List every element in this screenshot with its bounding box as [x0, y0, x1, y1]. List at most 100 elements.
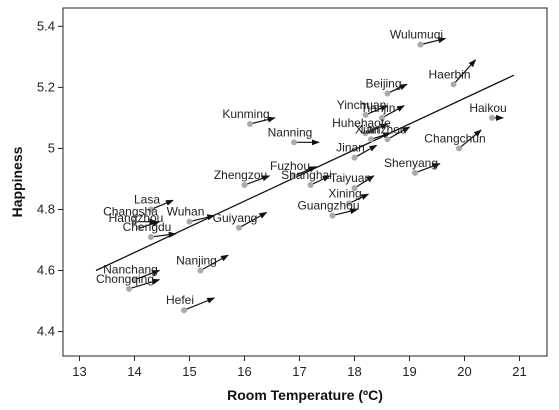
arrow-shenyang [414, 163, 441, 174]
point-kunming [247, 121, 253, 127]
point-shanghai [307, 182, 314, 189]
label-nanning: Nanning [268, 125, 313, 139]
y-tick-label: 4.4 [37, 324, 55, 339]
arrow-chongqing [128, 278, 161, 290]
label-yinchuan: Yinchuan [337, 98, 387, 112]
x-axis-title: Room Temperature (ºC) [227, 387, 383, 403]
arrow-hefei [183, 297, 216, 311]
point-wuhan [186, 218, 193, 225]
label-guiyang: Guiyang [213, 211, 258, 225]
arrow-yinchuan [365, 105, 389, 116]
trend-line [95, 74, 515, 272]
point-tianjin [379, 114, 385, 121]
point-xining [346, 200, 352, 207]
y-tick-label: 5 [48, 140, 55, 155]
point-nanchang [131, 276, 138, 283]
label-lasa: Lasa [134, 192, 160, 206]
point-xian [368, 136, 374, 143]
arrow-changchun [458, 129, 482, 149]
arrow-beijing [387, 83, 408, 95]
arrow-haerbin [453, 59, 477, 85]
data-marks: Wulumuqi Haerbin Beijing Kunming YinchuanTia… [95, 28, 515, 314]
x-tick-label: 21 [512, 364, 526, 379]
label-chongqing: Chongqing [96, 272, 154, 286]
arrow-tianjin [381, 105, 405, 119]
x-axis: 13 14 15 16 17 18 19 20 21 [72, 356, 527, 379]
point-chengdu [148, 233, 154, 240]
point-huhehaote [362, 130, 369, 137]
label-haikou: Haikou [469, 101, 506, 115]
label-jinan: Jinan [336, 141, 365, 155]
y-axis: 4.4 4.6 4.8 5 5.2 5.4 [37, 18, 63, 339]
arrow-xian [370, 132, 392, 140]
label-nanjing: Nanjing [176, 254, 217, 268]
label-beijing: Beijing [365, 76, 401, 90]
label-changchun: Changchun [424, 131, 485, 145]
point-changsha [131, 218, 138, 225]
arrow-wuhan [189, 214, 216, 223]
point-beijing [384, 90, 391, 97]
y-tick-label: 5.4 [37, 18, 55, 33]
label-shenyang: Shenyang [384, 156, 438, 170]
point-fuzhou [291, 172, 297, 179]
label-fuzhou: Fuzhou [270, 159, 310, 173]
label-tianjin: Tianjin [361, 101, 396, 115]
point-nanjing [197, 267, 204, 274]
label-huhehaote: Huhehaote [332, 116, 391, 130]
point-jinan [351, 154, 358, 161]
arrow-taiyuan [354, 175, 375, 189]
y-tick-label: 4.8 [37, 201, 55, 216]
label-hefei: Hefei [166, 293, 194, 307]
arrow-huhehaote [365, 123, 389, 134]
arrow-kunming [249, 116, 276, 125]
arrow-guangzhou [332, 208, 359, 217]
point-guangzhou [329, 212, 336, 219]
x-tick-label: 16 [237, 364, 251, 379]
label-taiyuan: Taiyuan [330, 171, 371, 185]
point-haikou [489, 114, 495, 121]
x-tick-label: 14 [127, 364, 141, 379]
label-wuhan: Wuhan [167, 205, 205, 219]
arrow-xining [348, 193, 370, 204]
point-yinchuan [362, 111, 369, 118]
label-lanzhou: Lanzhou [360, 122, 406, 136]
arrow-lanzhou [387, 126, 411, 140]
point-zhengzou [241, 182, 248, 189]
point-lanzhou [384, 136, 391, 143]
arrow-shanghai [310, 175, 331, 186]
label-changsha: Changsha [103, 205, 158, 219]
label-zhengzou: Zhengzou [214, 168, 267, 182]
arrow-lasa [150, 199, 174, 211]
point-shenyang [412, 169, 418, 176]
label-wulumuqi: Wulumuqi [390, 28, 443, 42]
label-chengdu: Chengdu [123, 220, 172, 234]
point-hefei [181, 307, 187, 314]
label-haerbin: Haerbin [428, 67, 470, 81]
y-axis-title: Happiness [9, 146, 25, 217]
x-tick-label: 18 [347, 364, 361, 379]
x-tick-label: 19 [402, 364, 416, 379]
label-xining: Xining [328, 186, 361, 200]
label-nanchang: Nanchang [103, 263, 158, 277]
label-hangzhou: Hangzhou [109, 211, 164, 225]
point-nanning [291, 139, 297, 146]
point-lasa [148, 206, 154, 213]
y-tick-label: 4.6 [37, 263, 55, 278]
y-tick-label: 5.2 [37, 79, 55, 94]
arrow-zhengzou [244, 175, 271, 186]
point-chongqing [126, 285, 132, 292]
point-wulumuqi [417, 41, 424, 48]
arrow-jinan [354, 144, 378, 159]
arrow-chengdu [150, 231, 177, 238]
arrow-nanchang [134, 269, 161, 281]
label-guangzhou: Guangzhou [297, 199, 359, 213]
point-guiyang [236, 224, 242, 231]
x-tick-label: 17 [292, 364, 306, 379]
point-changchun [456, 145, 462, 152]
plot-frame [62, 7, 548, 357]
label-kunming: Kunming [222, 107, 269, 121]
x-tick-label: 15 [182, 364, 196, 379]
label-shanghai: Shanghai [281, 168, 332, 182]
x-tick-label: 13 [72, 364, 86, 379]
